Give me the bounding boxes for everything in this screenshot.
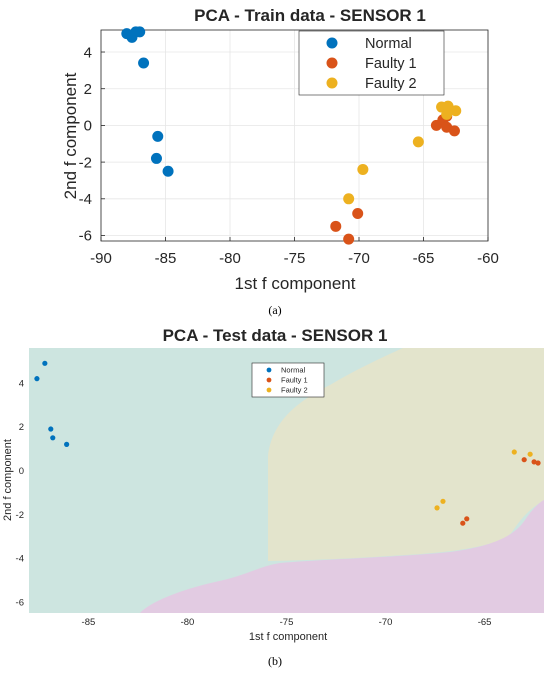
x-tick-label: -90 (90, 250, 112, 267)
y-tick-label: -2 (16, 510, 24, 521)
point-faulty-1 (448, 125, 460, 137)
chart-title: PCA - Train data - SENSOR 1 (194, 6, 426, 25)
x-tick-label: -85 (82, 617, 96, 628)
x-tick-label: -65 (478, 617, 492, 628)
point-faulty-2 (343, 193, 355, 205)
chart-train: PCA - Train data - SENSOR 1 -90 -85 -80 -75… (61, 6, 499, 317)
point-normal (138, 57, 150, 69)
y-tick-label: 4 (84, 44, 92, 61)
legend-label: Faulty 1 (281, 376, 308, 385)
y-tick-label: 2 (84, 81, 92, 98)
y-axis-label: 2nd f component (2, 439, 14, 521)
legend-label: Normal (365, 36, 412, 52)
point-faulty-2 (441, 108, 453, 120)
y-tick-label: -4 (79, 191, 92, 208)
point-normal (34, 376, 40, 382)
y-tick-label: 2 (19, 422, 24, 433)
caption: (a) (268, 303, 281, 317)
point-normal (64, 441, 70, 447)
point-faulty-2 (412, 136, 424, 148)
point-faulty-1 (531, 459, 537, 465)
y-tick-label: -2 (79, 154, 92, 171)
point-faulty-2 (450, 105, 462, 117)
region-faulty-2 (268, 348, 544, 561)
point-faulty-2 (440, 498, 446, 504)
point-faulty-1 (330, 220, 342, 232)
legend: Normal Faulty 1 Faulty 2 (298, 30, 445, 96)
x-tick-label: -85 (155, 250, 177, 267)
x-axis-label: 1st f component (235, 274, 356, 293)
point-normal (134, 26, 146, 38)
legend-marker (326, 57, 338, 69)
point-faulty-1 (521, 457, 527, 463)
legend-label: Normal (281, 366, 306, 375)
chart-title: PCA - Test data - SENSOR 1 (163, 326, 388, 345)
point-normal (152, 130, 164, 142)
legend-marker (266, 367, 272, 373)
legend-marker (326, 37, 338, 49)
x-tick-label: -80 (219, 250, 241, 267)
x-tick-label: -75 (284, 250, 306, 267)
y-tick-label: -6 (16, 597, 24, 608)
legend-marker (266, 387, 272, 393)
legend-label: Faulty 1 (365, 56, 417, 72)
point-faulty-2 (511, 449, 517, 455)
y-tick-label: -4 (16, 554, 24, 565)
point-normal (48, 426, 54, 432)
y-tick-label: 0 (84, 118, 92, 135)
point-faulty-2 (357, 163, 369, 175)
legend-box (251, 362, 325, 398)
chart-test: PCA - Test data - SENSOR 1 -85 -80 -75 -70 -… (2, 326, 544, 668)
region-faulty-1 (140, 500, 544, 613)
point-faulty-1 (343, 233, 355, 245)
x-axis-label: 1st f component (249, 631, 327, 643)
point-faulty-1 (535, 460, 541, 466)
x-tick-label: -75 (280, 617, 294, 628)
point-faulty-1 (464, 516, 470, 522)
x-tick-label: -65 (413, 250, 435, 267)
legend-label: Faulty 2 (365, 76, 417, 92)
point-faulty-2 (527, 451, 533, 457)
x-tick-label: -70 (348, 250, 370, 267)
caption: (b) (268, 654, 282, 668)
y-tick-label: -6 (79, 228, 92, 245)
point-faulty-1 (352, 207, 364, 219)
legend-marker (326, 77, 338, 89)
y-axis-label: 2nd f component (61, 72, 80, 199)
y-tick-label: 0 (19, 466, 24, 477)
legend-marker (266, 377, 272, 383)
point-normal (162, 165, 174, 177)
x-tick-label: -80 (181, 617, 195, 628)
point-normal (42, 360, 48, 366)
y-tick-label: 4 (19, 378, 24, 389)
point-normal (150, 152, 162, 164)
x-tick-label: -60 (477, 250, 499, 267)
point-normal (50, 435, 56, 441)
x-tick-label: -70 (379, 617, 393, 628)
legend-box (298, 30, 445, 96)
point-faulty-1 (460, 520, 466, 526)
point-faulty-2 (434, 505, 440, 511)
legend-label: Faulty 2 (281, 386, 308, 395)
